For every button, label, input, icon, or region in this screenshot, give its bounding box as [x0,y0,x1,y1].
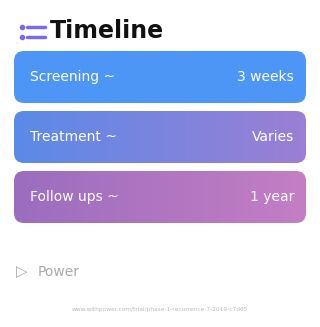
Text: Power: Power [38,265,80,279]
Text: 3 weeks: 3 weeks [237,70,294,84]
Text: www.withpower.com/trial/phase-1-recurrence-7-2019-c7d65: www.withpower.com/trial/phase-1-recurren… [72,306,248,312]
Text: Varies: Varies [252,130,294,144]
Text: Treatment ~: Treatment ~ [30,130,117,144]
Text: 1 year: 1 year [250,190,294,204]
Text: Screening ~: Screening ~ [30,70,115,84]
Text: ▷: ▷ [16,265,28,280]
Text: Follow ups ~: Follow ups ~ [30,190,119,204]
Text: Timeline: Timeline [50,19,164,43]
